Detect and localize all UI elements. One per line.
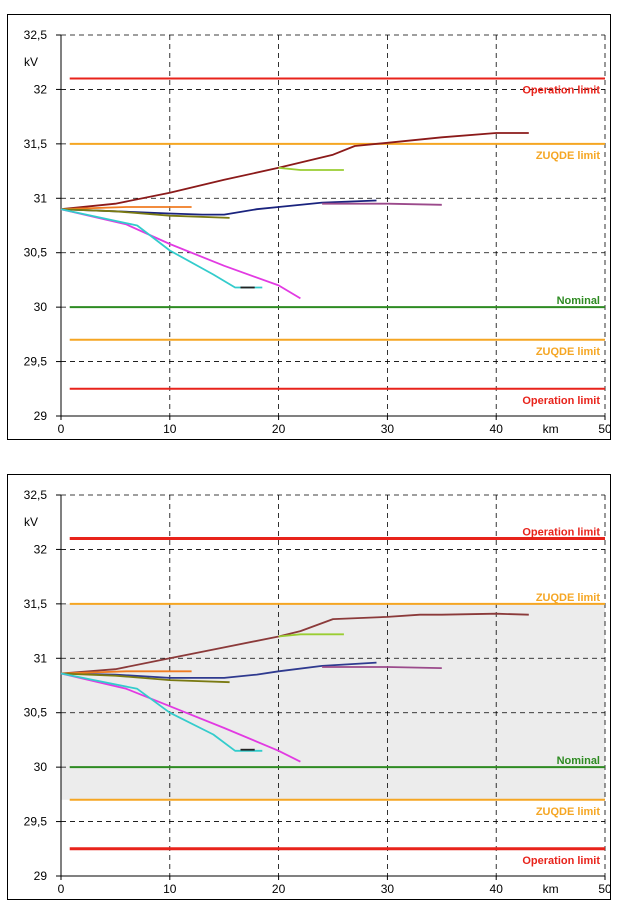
reference-line-label: Operation limit [522, 527, 600, 539]
series-line-5 [60, 672, 230, 684]
y-tick-label: 29 [34, 869, 48, 883]
x-tick-label: 30 [381, 422, 395, 436]
x-axis-unit-label: km [543, 422, 559, 436]
x-tick-label: 50 [598, 882, 610, 896]
y-tick-label: 31,5 [24, 597, 48, 611]
voltage-chart-top: 29 29,5 30 30,5 31 31,5 32 32,5 0 10 20 30 40 50 kV km O… [7, 14, 611, 440]
series-line-0 [60, 612, 529, 675]
voltage-chart-bottom: 29 29,5 30 30,5 31 31,5 32 32,5 0 10 20 30 40 50 kV km O… [7, 474, 611, 900]
y-tick-label: 32,5 [24, 28, 48, 42]
series-line-7 [60, 672, 263, 752]
y-axis-unit-label: kV [24, 515, 38, 529]
reference-line-label: ZUQDE limit [536, 346, 601, 358]
x-tick-label: 10 [163, 422, 177, 436]
y-tick-label: 32 [34, 82, 48, 96]
reference-line-label: Operation limit [522, 855, 600, 867]
series-line-6 [60, 672, 301, 763]
y-tick-label: 30 [34, 300, 48, 314]
series-line-7 [60, 208, 263, 289]
series-line-0 [60, 132, 529, 211]
series-line-4 [60, 206, 192, 211]
x-tick-label: 20 [272, 422, 286, 436]
reference-line-label: Nominal [557, 755, 600, 767]
y-tick-label: 32,5 [24, 488, 48, 502]
y-tick-label: 31 [34, 651, 48, 665]
voltage-chart-svg-top: 29 29,5 30 30,5 31 31,5 32 32,5 0 10 20 30 40 50 kV km O… [24, 28, 610, 436]
y-axis-unit-label: kV [24, 55, 38, 69]
x-tick-label: 40 [490, 882, 504, 896]
voltage-chart-svg-bottom: 29 29,5 30 30,5 31 31,5 32 32,5 0 10 20 30 40 50 kV km O… [24, 488, 610, 896]
x-tick-label: 20 [272, 882, 286, 896]
series-line-1 [278, 633, 344, 638]
x-tick-label: 10 [163, 882, 177, 896]
y-tick-label: 30,5 [24, 246, 48, 260]
y-tick-label: 32 [34, 542, 48, 556]
reference-line-label: Operation limit [522, 395, 600, 407]
reference-line-label: ZUQDE limit [536, 150, 601, 162]
y-tick-label: 29,5 [24, 815, 48, 829]
x-axis-unit-label: km [543, 882, 559, 896]
x-tick-label: 0 [58, 422, 65, 436]
series-line-4 [60, 670, 192, 675]
y-tick-label: 30,5 [24, 706, 48, 720]
series-line-2 [60, 661, 377, 679]
series-line-3 [322, 202, 442, 206]
reference-line-label: ZUQDE limit [536, 806, 601, 818]
x-tick-label: 0 [58, 882, 65, 896]
series-line-1 [278, 166, 344, 171]
reference-line-label: Operation limit [522, 85, 600, 97]
series-line-3 [322, 666, 442, 669]
series-line-5 [60, 208, 230, 219]
y-tick-label: 30 [34, 760, 48, 774]
tolerance-band [61, 603, 605, 800]
y-tick-label: 31,5 [24, 137, 48, 151]
x-tick-label: 50 [598, 422, 610, 436]
reference-line-label: Nominal [557, 295, 600, 307]
y-tick-label: 29,5 [24, 355, 48, 369]
reference-line-label: ZUQDE limit [536, 592, 601, 604]
y-tick-label: 31 [34, 191, 48, 205]
series-line-6 [60, 208, 301, 300]
y-tick-label: 29 [34, 409, 48, 423]
x-tick-label: 30 [381, 882, 395, 896]
x-tick-label: 40 [490, 422, 504, 436]
